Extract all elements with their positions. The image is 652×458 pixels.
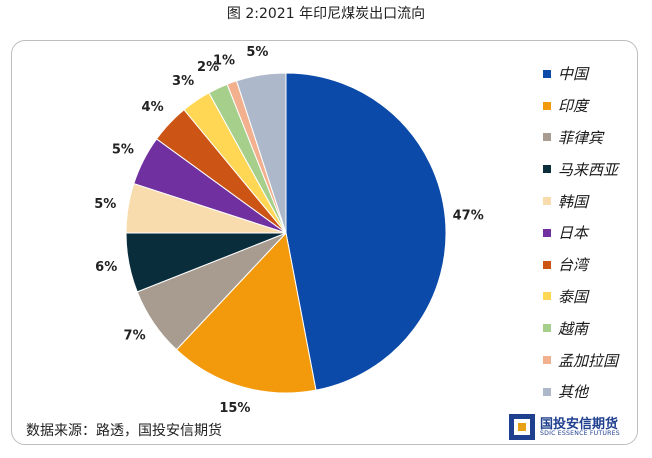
pie-data-label-5: 5% (112, 142, 134, 157)
legend-item: 日本 (543, 217, 618, 249)
data-source-note: 数据来源：路透，国投安信期货 (26, 423, 222, 439)
pie-data-label-4: 5% (94, 197, 116, 212)
pie-data-label-2: 7% (124, 328, 146, 343)
legend-swatch (543, 133, 551, 142)
legend-label: 韩国 (558, 192, 589, 211)
legend-label: 越南 (558, 319, 589, 338)
legend-label: 台湾 (558, 256, 589, 275)
legend-label: 中国 (558, 65, 589, 84)
legend-swatch (543, 356, 551, 365)
legend-item: 马来西亚 (543, 153, 618, 185)
pie-data-label-10: 5% (246, 45, 268, 60)
legend-item: 中国 (543, 58, 618, 90)
legend-label: 日本 (558, 224, 589, 243)
pie-data-label-1: 15% (219, 401, 250, 416)
pie-data-label-9: 1% (213, 53, 235, 68)
legend-swatch (543, 228, 551, 237)
legend-label: 孟加拉国 (558, 351, 619, 370)
legend-swatch (543, 292, 551, 301)
pie-slice-0 (285, 72, 447, 391)
pie-data-label-0: 47% (453, 208, 484, 223)
pie-slice-1 (175, 231, 317, 394)
legend-label: 菲律宾 (558, 128, 604, 147)
pie-data-label-8: 2% (197, 60, 219, 75)
legend-swatch (543, 165, 551, 174)
legend-label: 其他 (558, 383, 589, 402)
legend-item: 台湾 (543, 249, 618, 281)
chart-frame (11, 40, 638, 445)
legend-swatch (543, 101, 551, 110)
legend-item: 越南 (543, 312, 618, 344)
legend-swatch (543, 197, 551, 206)
legend-swatch (543, 260, 551, 269)
legend-swatch (543, 387, 551, 396)
legend-label: 马来西亚 (558, 160, 619, 179)
company-logo: 国投安信期货 SDIC ESSENCE FUTURES (509, 412, 634, 442)
chart-title: 图 2:2021 年印尼煤炭出口流向 (226, 6, 426, 22)
logo-name: 国投安信期货 (540, 417, 619, 432)
pie-data-label-7: 3% (172, 74, 194, 89)
legend-swatch (543, 69, 551, 78)
legend-item: 韩国 (543, 185, 618, 217)
legend-item: 其他 (543, 376, 618, 408)
legend-label: 泰国 (558, 287, 589, 306)
legend-item: 孟加拉国 (543, 344, 618, 376)
logo-mark-icon (509, 414, 535, 440)
legend-label: 印度 (558, 97, 589, 116)
logo-subtitle: SDIC ESSENCE FUTURES (540, 430, 620, 437)
chart-legend: 中国印度菲律宾马来西亚韩国日本台湾泰国越南孟加拉国其他 (543, 58, 618, 408)
pie-data-label-6: 4% (142, 100, 164, 115)
legend-item: 印度 (543, 90, 618, 122)
pie-slice-10 (235, 72, 287, 234)
pie-data-label-3: 6% (95, 260, 117, 275)
legend-item: 泰国 (543, 281, 618, 313)
legend-swatch (543, 324, 551, 333)
legend-item: 菲律宾 (543, 122, 618, 154)
